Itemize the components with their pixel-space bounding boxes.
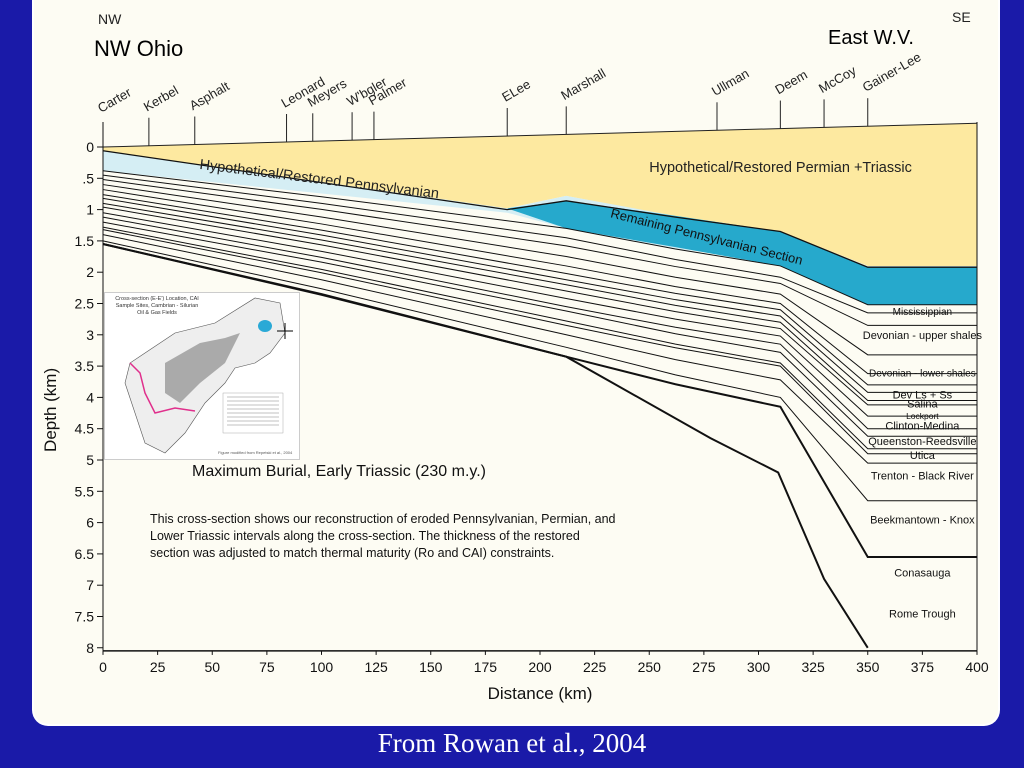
horizon-line	[102, 170, 977, 306]
well-label: Carter	[95, 84, 134, 115]
horizon-line	[102, 206, 977, 406]
top-surface-line	[102, 122, 978, 148]
nw-region-title: NW Ohio	[94, 36, 183, 61]
well-label: Deem	[772, 67, 810, 97]
y-tick-label: 0	[86, 139, 94, 155]
horizon-line	[102, 240, 977, 502]
x-tick-label: 200	[528, 659, 552, 675]
x-tick-label: 225	[583, 659, 607, 675]
compass-icon	[277, 323, 293, 339]
overlay-boundary-line	[102, 150, 977, 268]
unit-label: Salina	[907, 399, 938, 411]
unit-label: Devonian - upper shales	[863, 330, 983, 342]
x-tick-label: 175	[474, 659, 498, 675]
unit-label: Dev Ls + Ss	[893, 389, 953, 401]
horizon-line	[102, 197, 977, 393]
horizon-line	[102, 202, 977, 402]
horizon-line	[102, 179, 977, 326]
x-tick-label: 250	[638, 659, 662, 675]
well-label: Ullman	[709, 66, 752, 99]
x-tick-label: 375	[911, 659, 935, 675]
unit-label: Mississippian	[893, 307, 952, 318]
unit-label: Utica	[910, 450, 936, 462]
horizon-line	[102, 212, 977, 417]
well-label: Kerbel	[141, 83, 181, 115]
permian-fill	[103, 123, 977, 266]
y-tick-label: 6.5	[75, 546, 95, 562]
y-tick-label: 2	[86, 264, 94, 280]
unit-label: Devonian - lower shales	[869, 368, 976, 379]
burial-title: Maximum Burial, Early Triassic (230 m.y.…	[192, 463, 486, 480]
y-tick-label: .5	[82, 170, 94, 186]
y-tick-label: 2.5	[75, 296, 95, 312]
x-tick-label: 125	[364, 659, 388, 675]
slide-panel: 0.5 1 1.5 2 2.5 3 3.5 4 4.5 5 5.5 6 6.5 7 7.5 8 0 25 50 75 1…	[32, 0, 1000, 726]
y-tick-label: 5	[86, 452, 94, 468]
unit-label: Queenston-Reedsville	[868, 436, 976, 448]
y-tick-label: 1	[86, 202, 94, 218]
x-tick-label: 400	[965, 659, 989, 675]
horizon-line	[102, 189, 977, 375]
horizon-line	[102, 216, 977, 430]
x-tick-label: 275	[692, 659, 716, 675]
horizon-line	[102, 184, 977, 356]
horizon-line	[102, 229, 977, 455]
inset-title: Cross-section (E-E') Location, CAI Sampl…	[115, 296, 199, 316]
description-text: This cross-section shows our reconstruct…	[150, 512, 616, 560]
inset-credit: Figure modified from Repetski et al., 20…	[218, 450, 293, 455]
horizon-line	[102, 234, 977, 464]
x-tick-label: 350	[856, 659, 880, 675]
x-tick-label: 300	[747, 659, 771, 675]
east-region-title: East W.V.	[828, 27, 914, 49]
unit-label: Trenton - Black River	[871, 471, 974, 483]
inset-map-graphic	[124, 297, 293, 454]
well-label: McCoy	[816, 63, 859, 96]
x-tick-label: 325	[801, 659, 825, 675]
y-tick-label: 4	[86, 389, 94, 405]
x-tick-label: 25	[150, 659, 166, 675]
y-tick-label: 1.5	[75, 233, 95, 249]
y-tick-label: 7	[86, 577, 94, 593]
cross-section-diagram: 0.511.522.533.544.555.566.577.580 25 50 75 1…	[41, 9, 989, 703]
permian-label: Hypothetical/Restored Permian +Triassic	[649, 160, 912, 176]
y-tick-label: 3.5	[75, 358, 95, 374]
horizon-line	[102, 174, 977, 314]
y-tick-label: 8	[86, 640, 94, 656]
inset-location-map	[104, 292, 300, 460]
unit-label: Clinton-Medina	[885, 421, 960, 433]
y-tick-label: 3	[86, 327, 94, 343]
x-tick-label: 50	[204, 659, 220, 675]
pennsylvanian-restored-fill	[103, 150, 977, 304]
horizon-line	[102, 194, 977, 386]
y-tick-label: 6	[86, 515, 94, 531]
horizon-line	[102, 226, 977, 450]
se-direction: SE	[952, 9, 971, 25]
well-label: Gainer-Lee	[860, 49, 924, 95]
x-tick-label: 100	[310, 659, 334, 675]
unit-label: Lockport	[906, 411, 939, 421]
pennsylvanian-remaining-fill	[507, 200, 977, 305]
y-tick-label: 4.5	[75, 421, 95, 437]
x-tick-label: 150	[419, 659, 443, 675]
y-axis-title: Depth (km)	[41, 368, 60, 452]
y-tick-label: 7.5	[75, 609, 95, 625]
unit-label: Conasauga	[894, 568, 951, 580]
basement-line	[102, 243, 869, 649]
well-label: Asphalt	[187, 78, 232, 113]
well-label: ELee	[499, 76, 533, 104]
y-tick-label: 5.5	[75, 483, 95, 499]
unit-label: Beekmantown - Knox	[870, 514, 975, 526]
x-tick-label: 75	[259, 659, 275, 675]
horizon-line	[102, 221, 977, 437]
well-label: Marshall	[558, 65, 608, 103]
source-caption: From Rowan et al., 2004	[377, 728, 647, 758]
x-axis-title: Distance (km)	[488, 684, 593, 703]
nw-direction: NW	[98, 11, 122, 27]
x-tick-label: 0	[99, 659, 107, 675]
unit-label: Rome Trough	[889, 608, 956, 620]
